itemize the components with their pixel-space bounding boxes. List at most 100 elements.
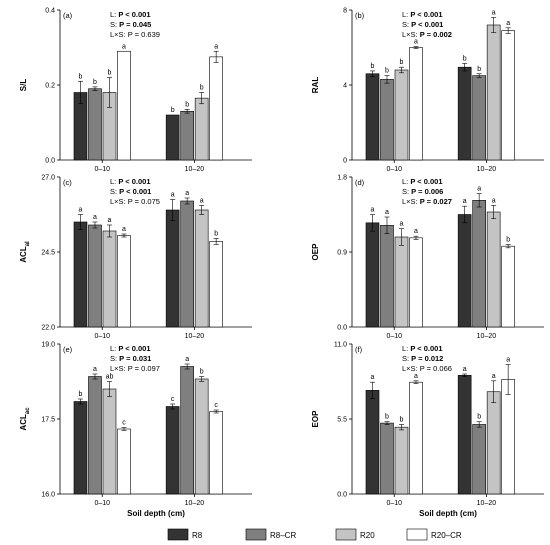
stat-line: L×S: P = 0.066 (402, 364, 452, 373)
significance-letter: b (79, 73, 83, 80)
stat-line: S: P < 0.001 (110, 187, 151, 196)
stat-prefix: L×S: (110, 364, 128, 373)
bar (394, 69, 409, 161)
significance-letter: b (477, 66, 481, 73)
bar (486, 24, 501, 161)
bar (88, 376, 102, 495)
significance-letter: ab (106, 374, 114, 381)
bar (165, 406, 180, 495)
stat-prefix: L: (402, 344, 410, 353)
legend-label: R20–CR (431, 531, 462, 540)
bar (457, 66, 472, 161)
bar (409, 47, 423, 161)
bar (209, 241, 223, 328)
stat-value: P = 0.012 (411, 354, 443, 363)
bar (380, 225, 394, 328)
bar (194, 97, 209, 161)
y-tick-label: 4 (343, 83, 347, 90)
significance-letter: a (492, 10, 496, 17)
y-tick-label: 16.0 (41, 492, 55, 499)
legend-item: R20 (335, 528, 375, 541)
legend-swatch (406, 528, 428, 541)
bar (472, 424, 486, 495)
y-axis-label-main: EOP (311, 410, 320, 428)
bar (394, 426, 409, 495)
y-tick-label: 8 (343, 8, 347, 15)
legend-swatch (245, 528, 267, 541)
x-tick-label: 10–20 (185, 166, 205, 173)
significance-letter: b (200, 85, 204, 92)
stat-value: P < 0.001 (118, 344, 150, 353)
significance-letter: a (414, 228, 418, 235)
stat-value: P = 0.075 (128, 197, 160, 206)
stat-line: L×S: P = 0.075 (110, 197, 160, 206)
legend: R8 R8–CR R20 R20–CR (167, 528, 462, 541)
y-axis-label-main: ACL (19, 246, 28, 263)
significance-letter: c (171, 396, 175, 403)
bar (409, 237, 423, 328)
stat-value: P < 0.001 (118, 177, 150, 186)
x-tick-label: 0–10 (94, 166, 110, 173)
x-tick-label: 0–10 (94, 333, 110, 340)
significance-letter: a (506, 20, 510, 27)
bar (486, 391, 501, 495)
y-tick-label: 17.5 (41, 417, 55, 424)
significance-letter: b (200, 369, 204, 376)
y-tick-label: 0.9 (337, 250, 347, 257)
stat-prefix: S: (402, 20, 411, 29)
stat-line: S: P = 0.012 (402, 354, 443, 363)
significance-letter: a (371, 374, 375, 381)
panel-label: (b) (355, 11, 365, 20)
y-axis-label-main: OEP (311, 243, 320, 261)
significance-letter: b (385, 68, 389, 75)
y-axis-label: S/L (19, 79, 28, 92)
significance-letter: a (414, 39, 418, 46)
bar (472, 75, 486, 161)
significance-letter: c (122, 420, 126, 427)
bar (486, 211, 501, 328)
significance-letter: a (214, 43, 218, 50)
y-tick-label: 5.5 (337, 417, 347, 424)
y-tick-label: 0.2 (45, 83, 55, 90)
stat-value: P = 0.031 (119, 354, 151, 363)
significance-letter: a (93, 214, 97, 221)
bar (88, 88, 102, 161)
significance-letter: b (400, 59, 404, 66)
significance-letter: a (171, 192, 175, 199)
bar (117, 235, 131, 328)
stat-line: S: P = 0.006 (402, 187, 443, 196)
x-axis-label: Soil depth (cm) (419, 509, 477, 518)
bar (73, 221, 88, 328)
y-axis-label-sub: al (25, 241, 31, 246)
bar (209, 56, 223, 161)
y-tick-label: 0 (343, 158, 347, 165)
significance-letter: a (385, 209, 389, 216)
y-tick-label: 0.4 (45, 8, 55, 15)
y-axis-label-main: ACL (19, 414, 28, 431)
stat-value: P < 0.001 (410, 10, 442, 19)
legend-item: R20–CR (406, 528, 462, 541)
bar (365, 73, 380, 161)
y-tick-label: 22.0 (41, 325, 55, 332)
stat-prefix: S: (402, 354, 411, 363)
significance-letter: a (122, 226, 126, 233)
significance-letter: b (185, 101, 189, 108)
y-tick-label: 1.8 (337, 175, 347, 182)
legend-label: R20 (360, 531, 375, 540)
stat-prefix: L: (110, 177, 118, 186)
significance-letter: b (463, 55, 467, 62)
stat-value: P < 0.001 (410, 344, 442, 353)
x-tick-label: 0–10 (386, 333, 402, 340)
bar (165, 114, 180, 161)
stat-value: P = 0.006 (411, 187, 443, 196)
y-axis-label: ACLal (19, 241, 31, 263)
bar (365, 390, 380, 495)
stat-prefix: S: (402, 187, 411, 196)
y-axis-label: OEP (311, 243, 320, 261)
stat-line: S: P < 0.001 (402, 20, 443, 29)
bar (380, 79, 394, 161)
significance-letter: a (463, 198, 467, 205)
bar (380, 422, 394, 495)
